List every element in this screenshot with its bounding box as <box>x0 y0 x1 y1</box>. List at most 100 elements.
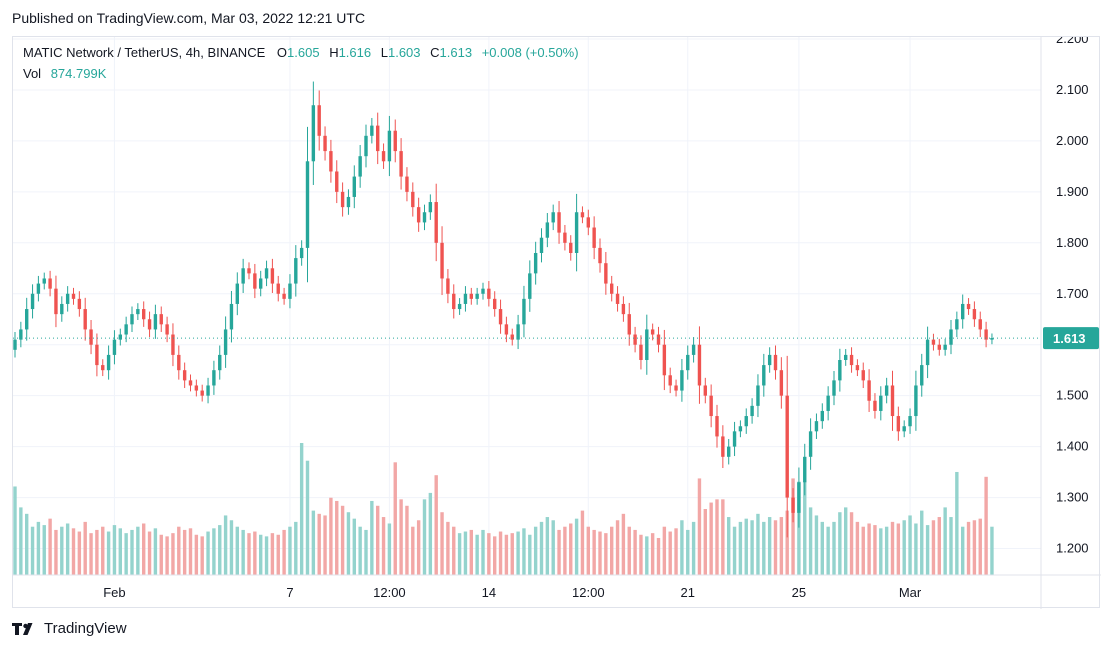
price-tick-label: 1.400 <box>1056 439 1089 454</box>
volume-bar <box>984 476 988 575</box>
volume-bar <box>264 536 269 575</box>
volume-bar <box>908 515 912 575</box>
volume-bar <box>487 533 491 575</box>
volume-bar <box>223 515 228 575</box>
volume-bar <box>171 533 175 575</box>
candle-body <box>416 207 421 223</box>
volume-bar <box>972 520 977 575</box>
candle-body <box>118 334 122 340</box>
candle-body <box>42 278 46 284</box>
candle-body <box>194 385 199 391</box>
time-tick-label: 7 <box>286 585 293 600</box>
chart-frame[interactable]: 1.2001.3001.4001.5001.6001.7001.8001.900… <box>12 36 1101 609</box>
candle-body <box>697 344 702 386</box>
candle-body <box>329 151 333 172</box>
candle-body <box>305 161 310 248</box>
candle-body <box>282 293 286 299</box>
candle-body <box>487 288 491 299</box>
price-axis: 1.2001.3001.4001.5001.6001.7001.8001.900… <box>1056 37 1089 556</box>
candle-body <box>136 309 140 315</box>
volume-bar <box>849 512 854 575</box>
volume-bar <box>235 526 239 575</box>
volume-bar <box>440 512 444 575</box>
candle-body <box>481 288 485 294</box>
volume-bar <box>709 502 713 575</box>
time-tick-label: Mar <box>899 585 922 600</box>
candle-body <box>405 176 409 192</box>
candle-body <box>475 293 479 299</box>
candle-body <box>528 273 532 299</box>
volume-bar <box>323 515 327 575</box>
volume-bar <box>592 529 596 575</box>
volume-bar <box>136 526 140 575</box>
volume-bar <box>399 499 403 575</box>
volume-bar <box>539 521 544 575</box>
candle-body <box>949 329 953 345</box>
candle-body <box>580 212 585 218</box>
candle-body <box>750 405 754 417</box>
footer-brand[interactable]: TradingView <box>12 620 127 637</box>
candle-body <box>19 329 23 340</box>
volume-bar <box>545 517 550 575</box>
volume-bar <box>569 523 573 575</box>
candle-body <box>387 130 392 162</box>
volume-bar <box>498 531 503 575</box>
candle-body <box>650 329 655 335</box>
candle-body <box>890 385 895 417</box>
volume-bar <box>188 528 193 575</box>
volume-bar <box>990 526 994 575</box>
candle-body <box>797 482 801 513</box>
volume-bar <box>42 525 46 575</box>
candle-body <box>247 268 251 274</box>
volume-bar <box>961 526 965 575</box>
candle-body <box>873 400 877 411</box>
volume-bar <box>177 526 181 575</box>
low-value: 1.603 <box>387 45 421 60</box>
candle-body <box>709 395 713 417</box>
volume-bar <box>522 528 526 575</box>
volume-bar <box>779 517 784 575</box>
volume-bar <box>574 518 579 575</box>
candle-body <box>493 298 497 310</box>
volume-bar <box>253 531 257 575</box>
candle-body <box>370 125 374 136</box>
volume-bar <box>83 521 87 575</box>
volume-bar <box>551 520 555 575</box>
volume-bar <box>106 531 111 575</box>
candle-body <box>469 293 473 299</box>
candlestick-chart[interactable]: 1.2001.3001.4001.5001.6001.7001.8001.900… <box>13 37 1101 609</box>
candle-body <box>235 283 239 304</box>
time-tick-label: 12:00 <box>572 585 605 600</box>
volume-bar <box>844 507 848 575</box>
candle-body <box>288 283 292 299</box>
candle-body <box>159 314 163 325</box>
volume-bar <box>925 525 930 575</box>
candle-body <box>937 344 941 350</box>
candle-body <box>849 354 854 366</box>
volume-bar <box>294 521 298 575</box>
candle-body <box>961 303 965 320</box>
candle-body <box>346 196 351 208</box>
candle-body <box>686 354 690 371</box>
volume-bar <box>767 517 772 575</box>
volume-bar <box>750 520 754 575</box>
volume-bar <box>826 526 830 575</box>
volume-bar <box>89 533 93 575</box>
volume-bar <box>949 517 953 575</box>
volume-bar <box>615 520 620 575</box>
volume-bar <box>212 528 216 575</box>
volume-bar <box>259 534 263 575</box>
volume-bar <box>797 481 801 575</box>
volume-bar <box>475 534 479 575</box>
candle-body <box>101 365 105 371</box>
candle-body <box>908 416 912 427</box>
open-label: O <box>276 45 288 60</box>
volume-bar <box>528 534 532 575</box>
candle-body <box>171 334 175 355</box>
volume-bar <box>352 518 356 575</box>
candle-body <box>294 258 298 284</box>
candle-body <box>779 370 784 396</box>
time-tick-label: Feb <box>103 585 125 600</box>
candle-body <box>656 334 661 345</box>
candle-body <box>335 171 339 192</box>
